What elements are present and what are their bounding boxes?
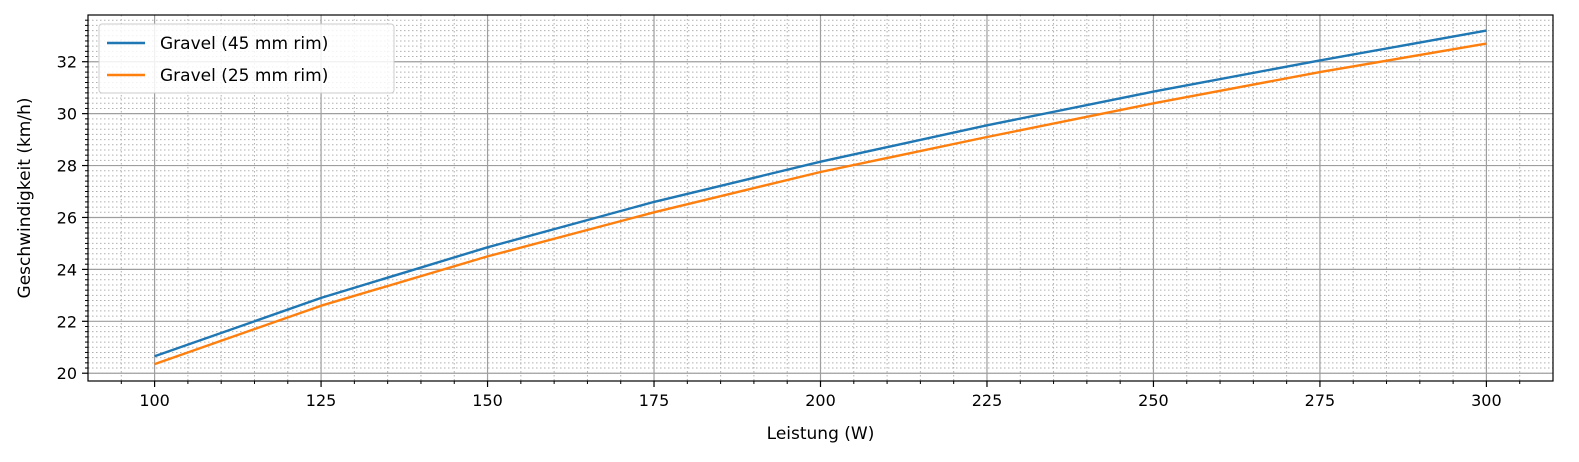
legend-label-gravel-25: Gravel (25 mm rim) bbox=[160, 66, 328, 86]
axis-ticks: 100 125 150 175 200 225 250 275 300 20 22 24 26 28 30 3… bbox=[57, 19, 1521, 410]
y-axis-label: Geschwindigkeit (km/h) bbox=[15, 98, 35, 299]
y-tick-label: 20 bbox=[57, 364, 77, 383]
x-tick-label: 100 bbox=[139, 391, 170, 410]
x-tick-label: 125 bbox=[306, 391, 337, 410]
x-tick-label: 150 bbox=[472, 391, 503, 410]
y-tick-label: 32 bbox=[57, 53, 77, 72]
legend-box bbox=[98, 23, 395, 94]
grid bbox=[88, 15, 1553, 381]
legend-label-gravel-45: Gravel (45 mm rim) bbox=[160, 34, 328, 54]
x-tick-label: 175 bbox=[639, 391, 670, 410]
legend: Gravel (45 mm rim) Gravel (25 mm rim) bbox=[98, 23, 395, 94]
x-tick-label: 250 bbox=[1138, 391, 1169, 410]
y-tick-label: 30 bbox=[57, 105, 77, 124]
y-tick-label: 28 bbox=[57, 157, 77, 176]
y-tick-label: 22 bbox=[57, 312, 77, 331]
x-tick-label: 300 bbox=[1471, 391, 1502, 410]
series-line-1 bbox=[154, 42, 1487, 366]
x-axis-label: Leistung (W) bbox=[767, 424, 875, 444]
y-tick-label: 24 bbox=[57, 260, 77, 279]
x-tick-label: 225 bbox=[972, 391, 1003, 410]
x-tick-label: 275 bbox=[1305, 391, 1336, 410]
series-line-0 bbox=[154, 29, 1487, 358]
x-tick-label: 200 bbox=[805, 391, 836, 410]
series-lines bbox=[154, 29, 1487, 366]
y-tick-label: 26 bbox=[57, 208, 77, 227]
